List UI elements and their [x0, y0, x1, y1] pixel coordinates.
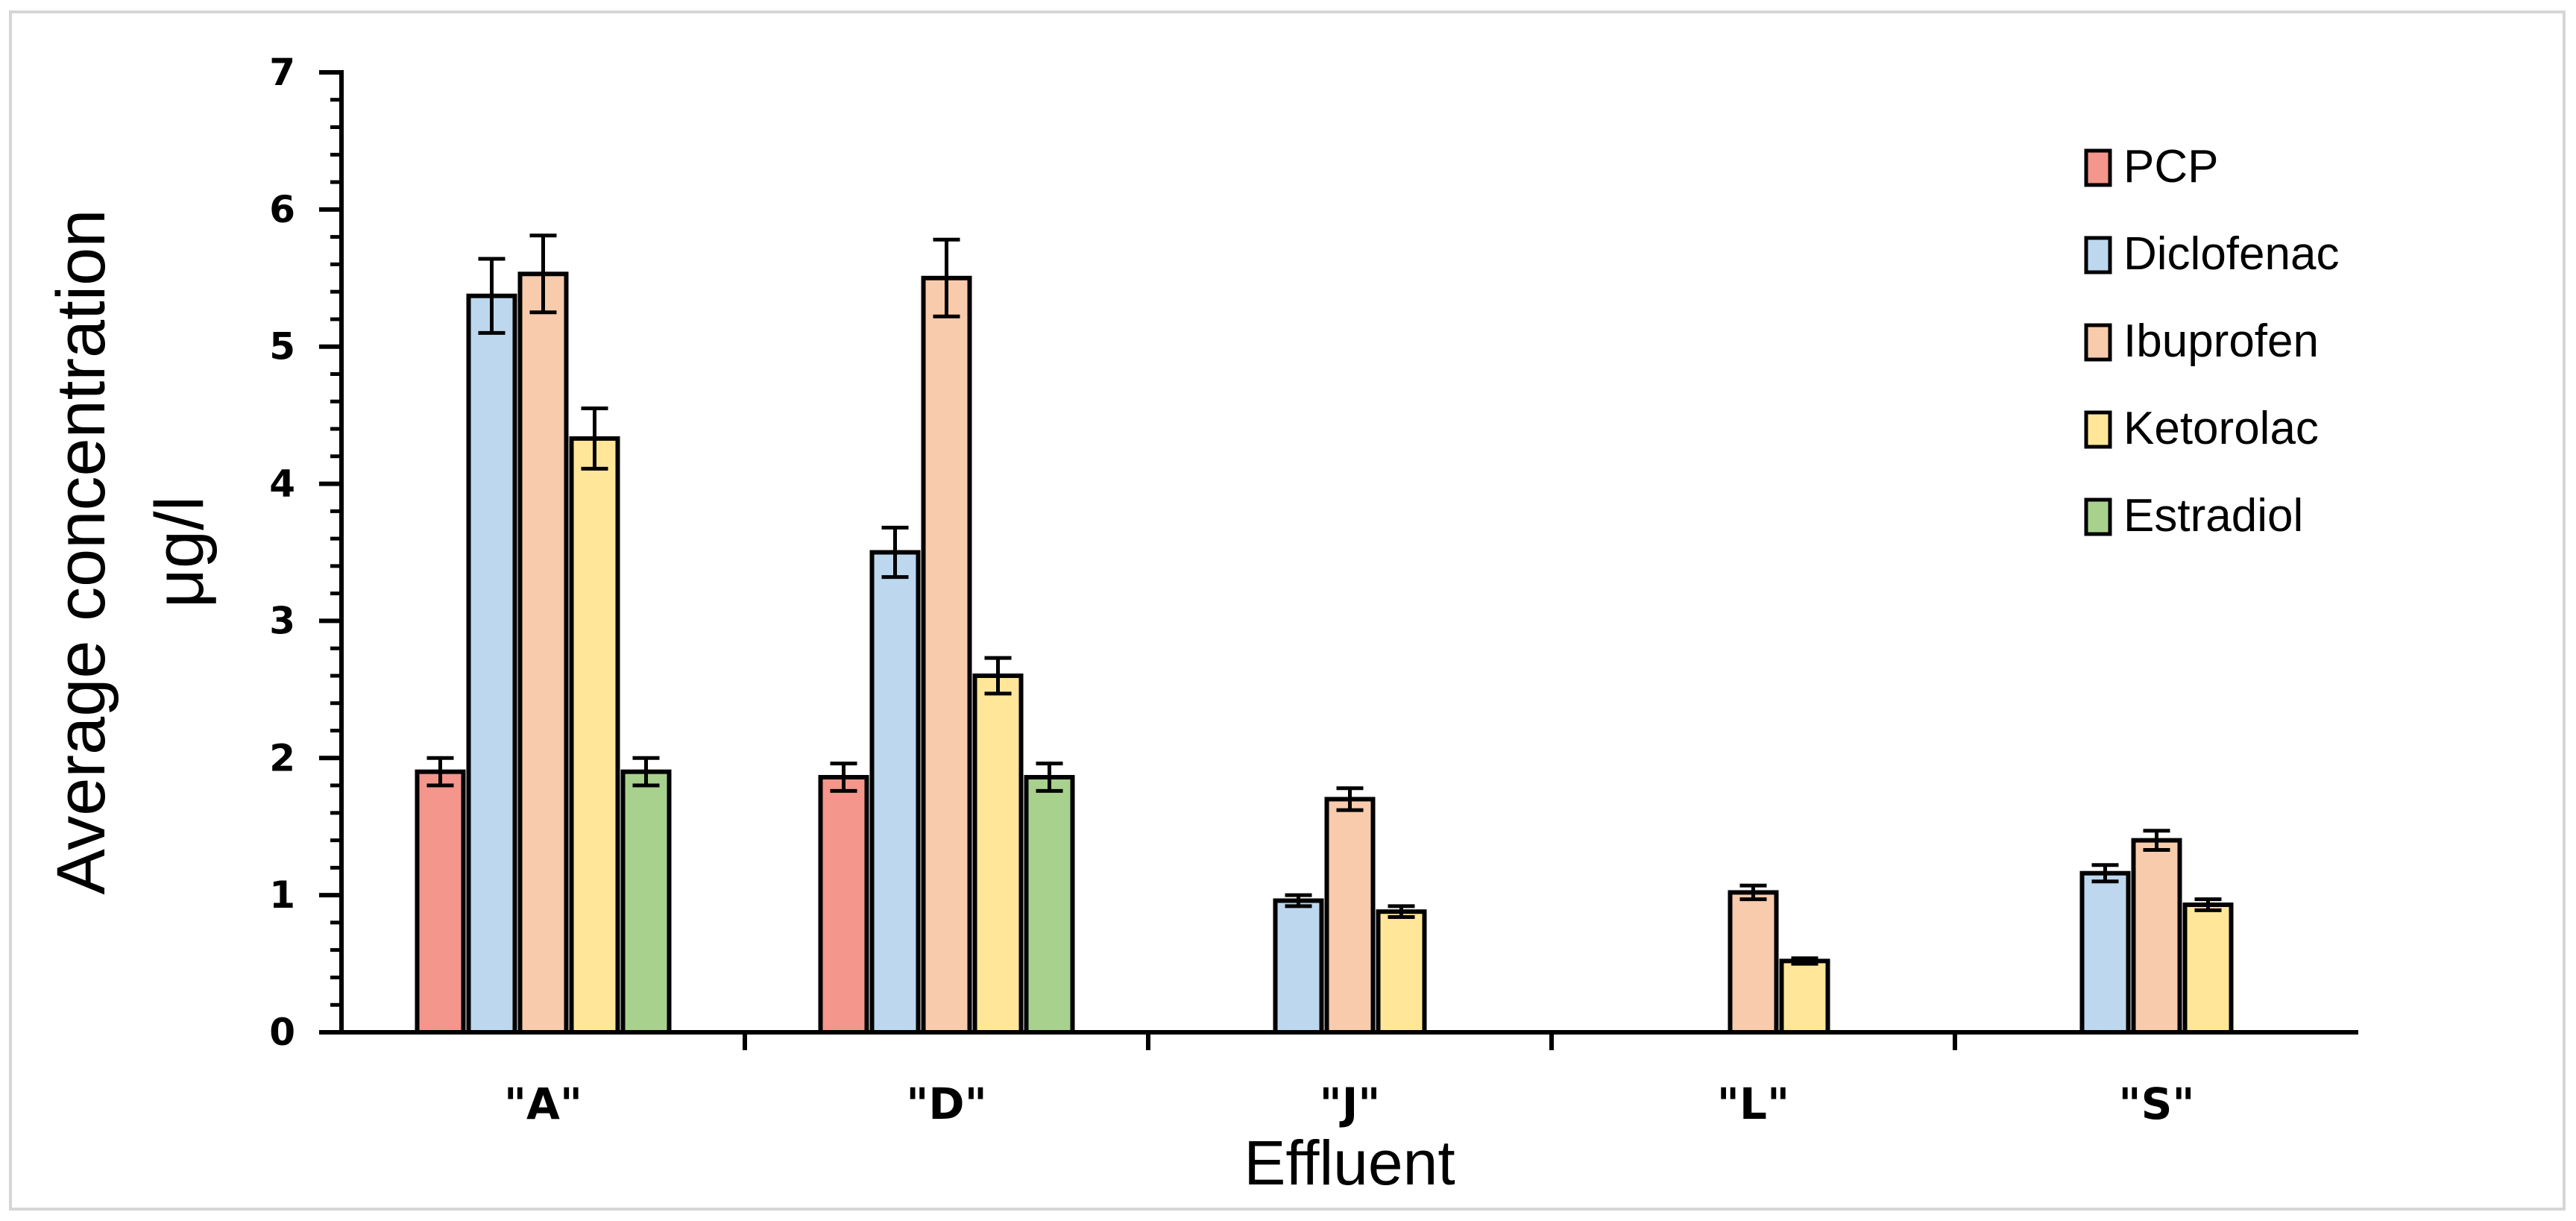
legend-swatch-diclofenac — [2084, 236, 2112, 274]
y-tick-label: 2 — [269, 736, 295, 779]
x-category-label: "L" — [1717, 1079, 1789, 1129]
legend-swatch-ketorolac — [2084, 410, 2112, 449]
bar-diclofenac — [466, 293, 517, 1035]
x-category-label: "D" — [906, 1079, 987, 1129]
y-tick-label: 6 — [269, 188, 295, 231]
bar-ketorolac — [569, 436, 620, 1035]
legend-swatch-pcp — [2084, 148, 2112, 187]
y-tick-label: 4 — [269, 462, 295, 506]
legend-label-estradiol: Estradiol — [2123, 490, 2303, 542]
bar-ketorolac — [1376, 909, 1427, 1035]
y-tick-label: 7 — [269, 51, 295, 94]
bar-pcp — [415, 769, 466, 1035]
legend-label-diclofenac: Diclofenac — [2123, 228, 2339, 280]
bar-estradiol — [620, 769, 672, 1035]
legend-label-ketorolac: Ketorolac — [2123, 403, 2319, 454]
x-category-label: "J" — [1319, 1079, 1380, 1129]
bar-ketorolac — [972, 673, 1024, 1035]
y-tick-label: 5 — [269, 325, 295, 368]
legend-label-pcp: PCP — [2123, 141, 2218, 192]
legend-swatch-ibuprofen — [2084, 323, 2112, 362]
legend-swatch-estradiol — [2084, 497, 2112, 536]
bar-pcp — [818, 775, 869, 1035]
y-axis-title-line1: Average concentration — [43, 210, 119, 895]
bar-ibuprofen — [1728, 890, 1779, 1035]
x-category-label: "A" — [504, 1079, 582, 1129]
bar-ibuprofen — [1324, 797, 1376, 1035]
bar-ibuprofen — [921, 275, 972, 1035]
y-tick-label: 3 — [269, 599, 295, 642]
bar-estradiol — [1024, 775, 1075, 1035]
bar-diclofenac — [2079, 870, 2131, 1035]
bar-ibuprofen — [2131, 838, 2182, 1035]
bar-ketorolac — [1779, 958, 1830, 1035]
x-category-label: "S" — [2118, 1079, 2194, 1129]
legend-label-ibuprofen: Ibuprofen — [2123, 316, 2319, 367]
y-tick-label: 1 — [269, 873, 295, 917]
bar-diclofenac — [1273, 898, 1324, 1035]
bar-diclofenac — [869, 550, 921, 1035]
y-axis-title-line2: μg/l — [142, 496, 218, 608]
bar-ibuprofen — [517, 271, 569, 1035]
bar-ketorolac — [2182, 903, 2234, 1035]
x-axis-title: Effluent — [1244, 1128, 1455, 1198]
y-tick-label: 0 — [269, 1011, 295, 1054]
